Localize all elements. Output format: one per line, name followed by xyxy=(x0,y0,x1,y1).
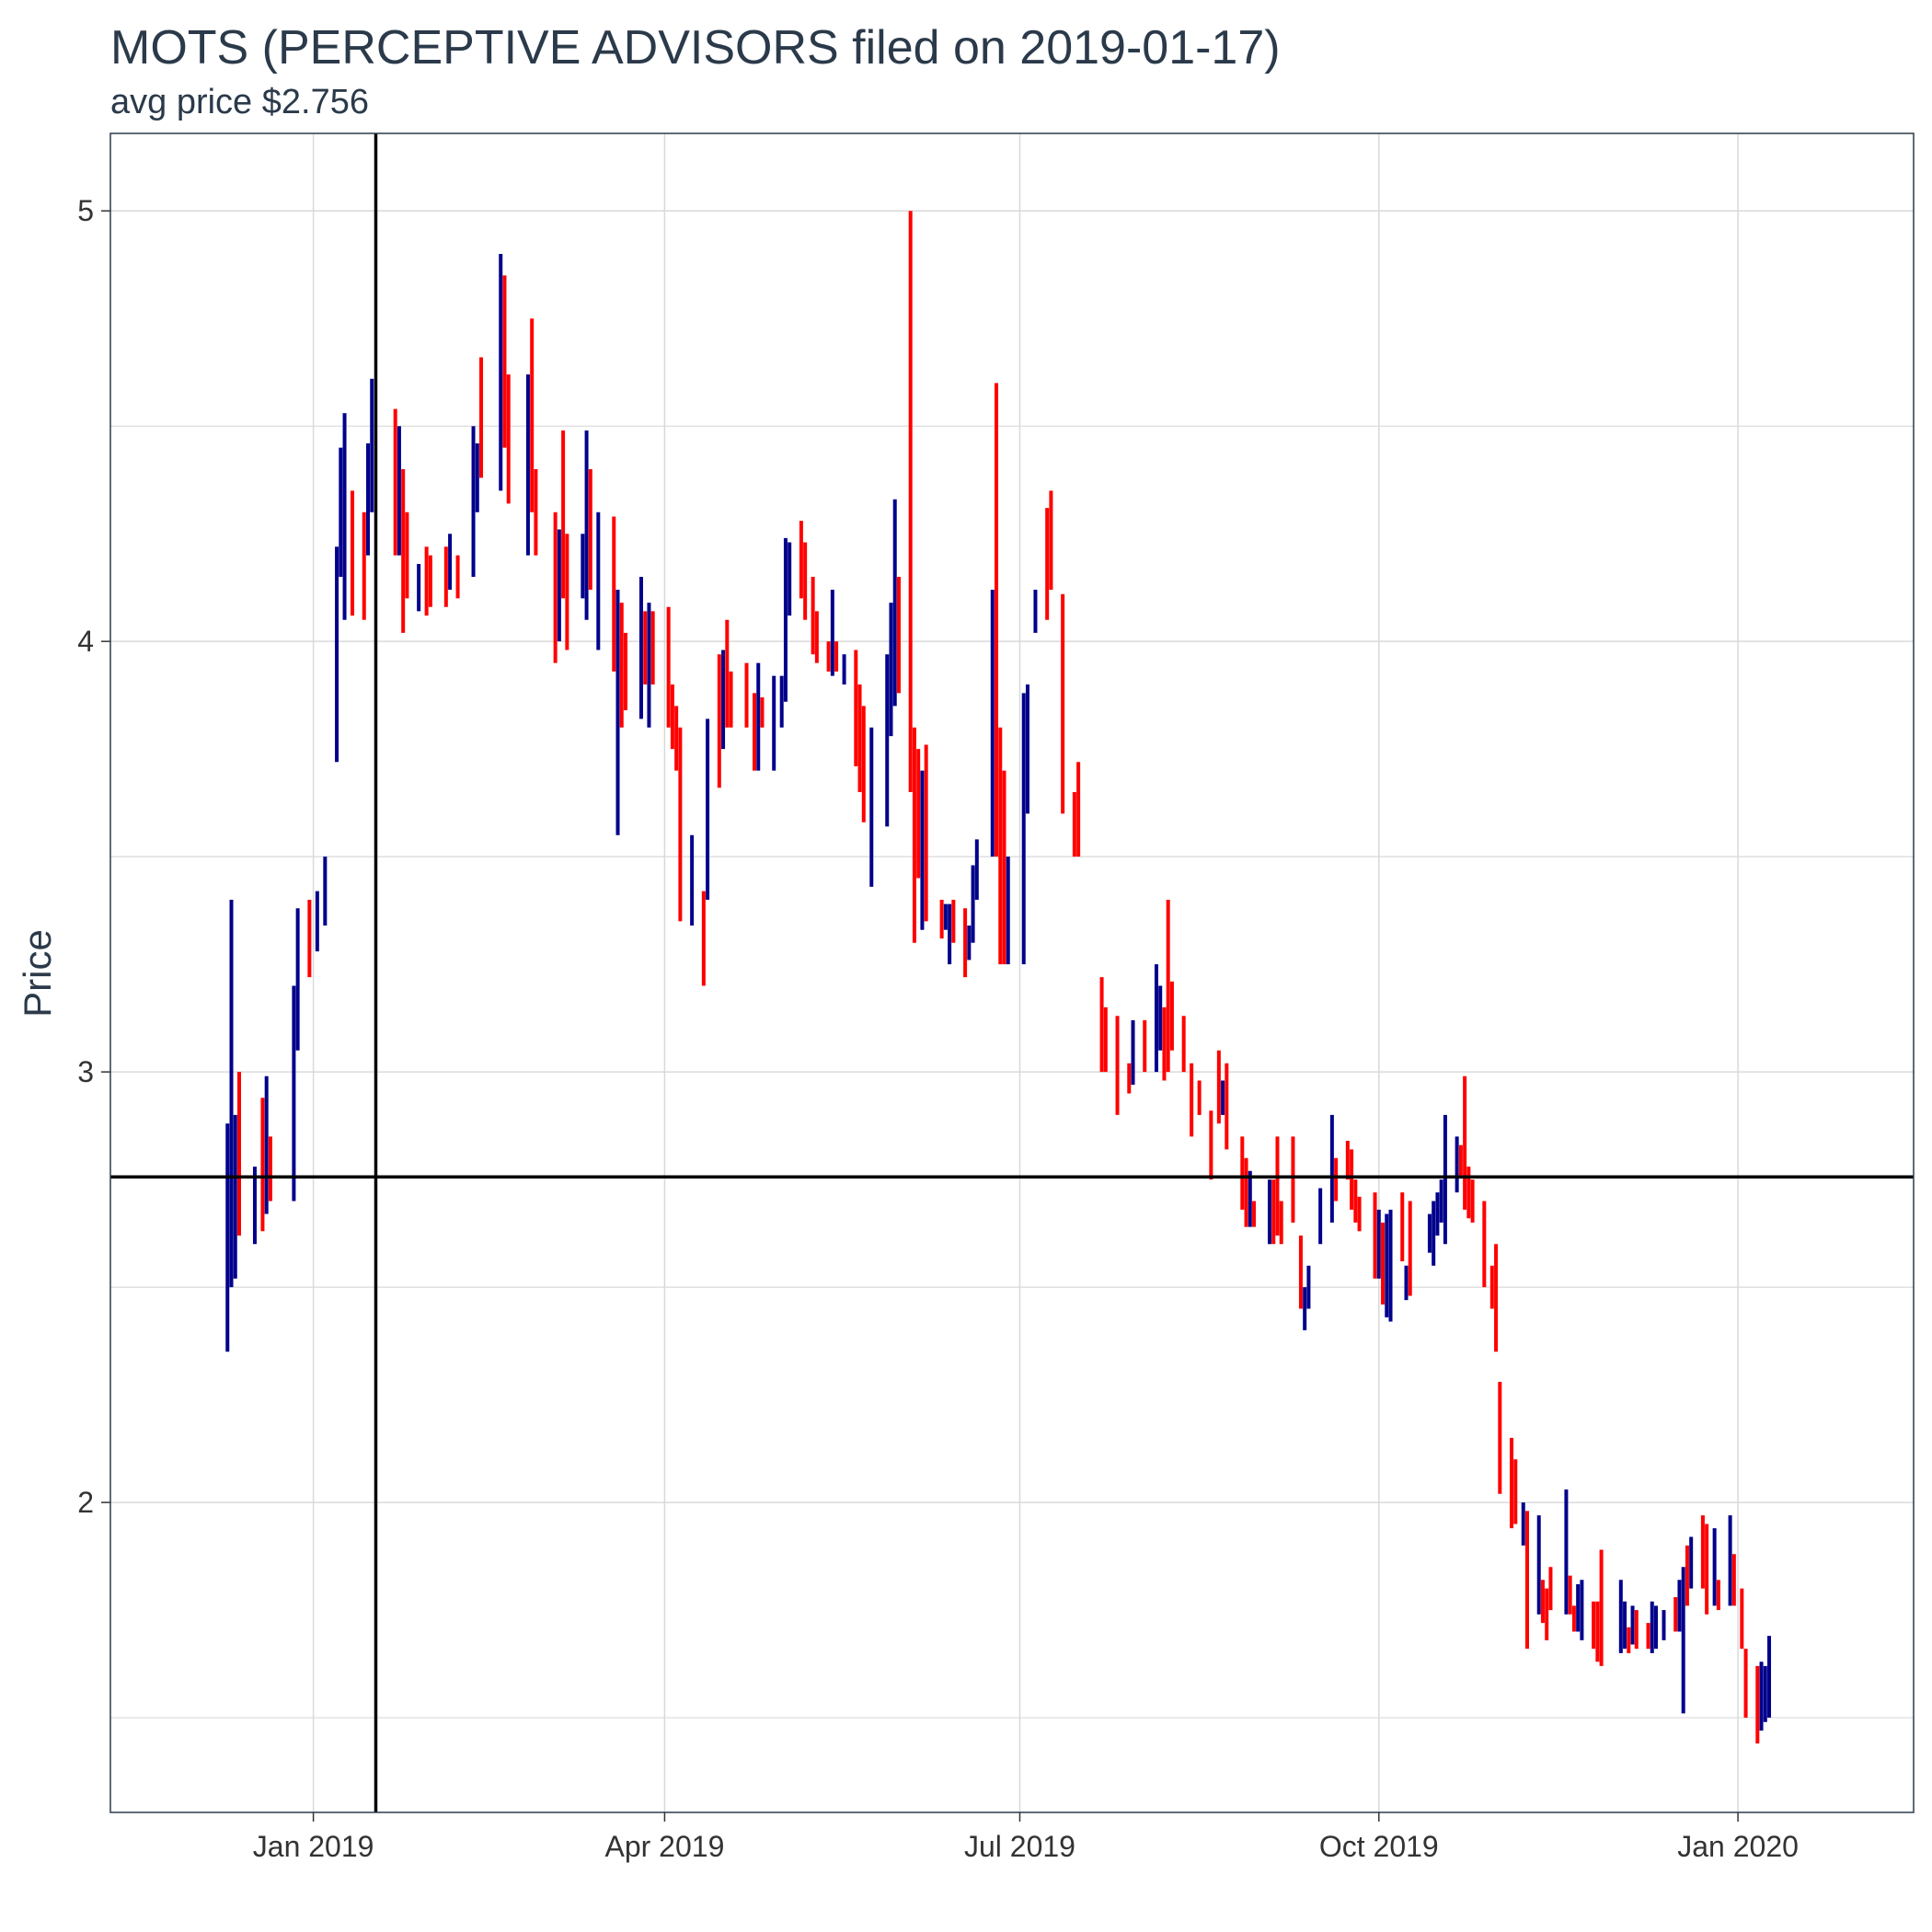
grid-lines xyxy=(110,133,1914,1812)
x-tick-label: Jan 2019 xyxy=(253,1830,374,1863)
chart-title: MOTS (PERCEPTIVE ADVISORS filed on 2019-… xyxy=(110,21,1281,75)
y-tick-label: 4 xyxy=(77,625,94,658)
panel-border xyxy=(109,132,1915,1813)
reference-lines xyxy=(110,133,1914,1812)
x-tick-label: Jan 2020 xyxy=(1677,1830,1799,1863)
price-bars xyxy=(225,211,1772,1744)
y-axis-title: Price xyxy=(16,929,59,1018)
axis-ticks: 2 3 4 5 Jan 2019 Apr 2019 Jul 2019 Oct 2019 Jan … xyxy=(77,194,1799,1863)
x-tick-label: Jul 2019 xyxy=(964,1830,1075,1863)
y-tick-label: 3 xyxy=(77,1055,94,1088)
y-tick-label: 5 xyxy=(77,194,94,227)
chart-subtitle: avg price $2.756 xyxy=(110,83,369,121)
x-tick-label: Apr 2019 xyxy=(604,1830,724,1863)
y-tick-label: 2 xyxy=(77,1486,94,1519)
x-tick-label: Oct 2019 xyxy=(1319,1830,1439,1863)
